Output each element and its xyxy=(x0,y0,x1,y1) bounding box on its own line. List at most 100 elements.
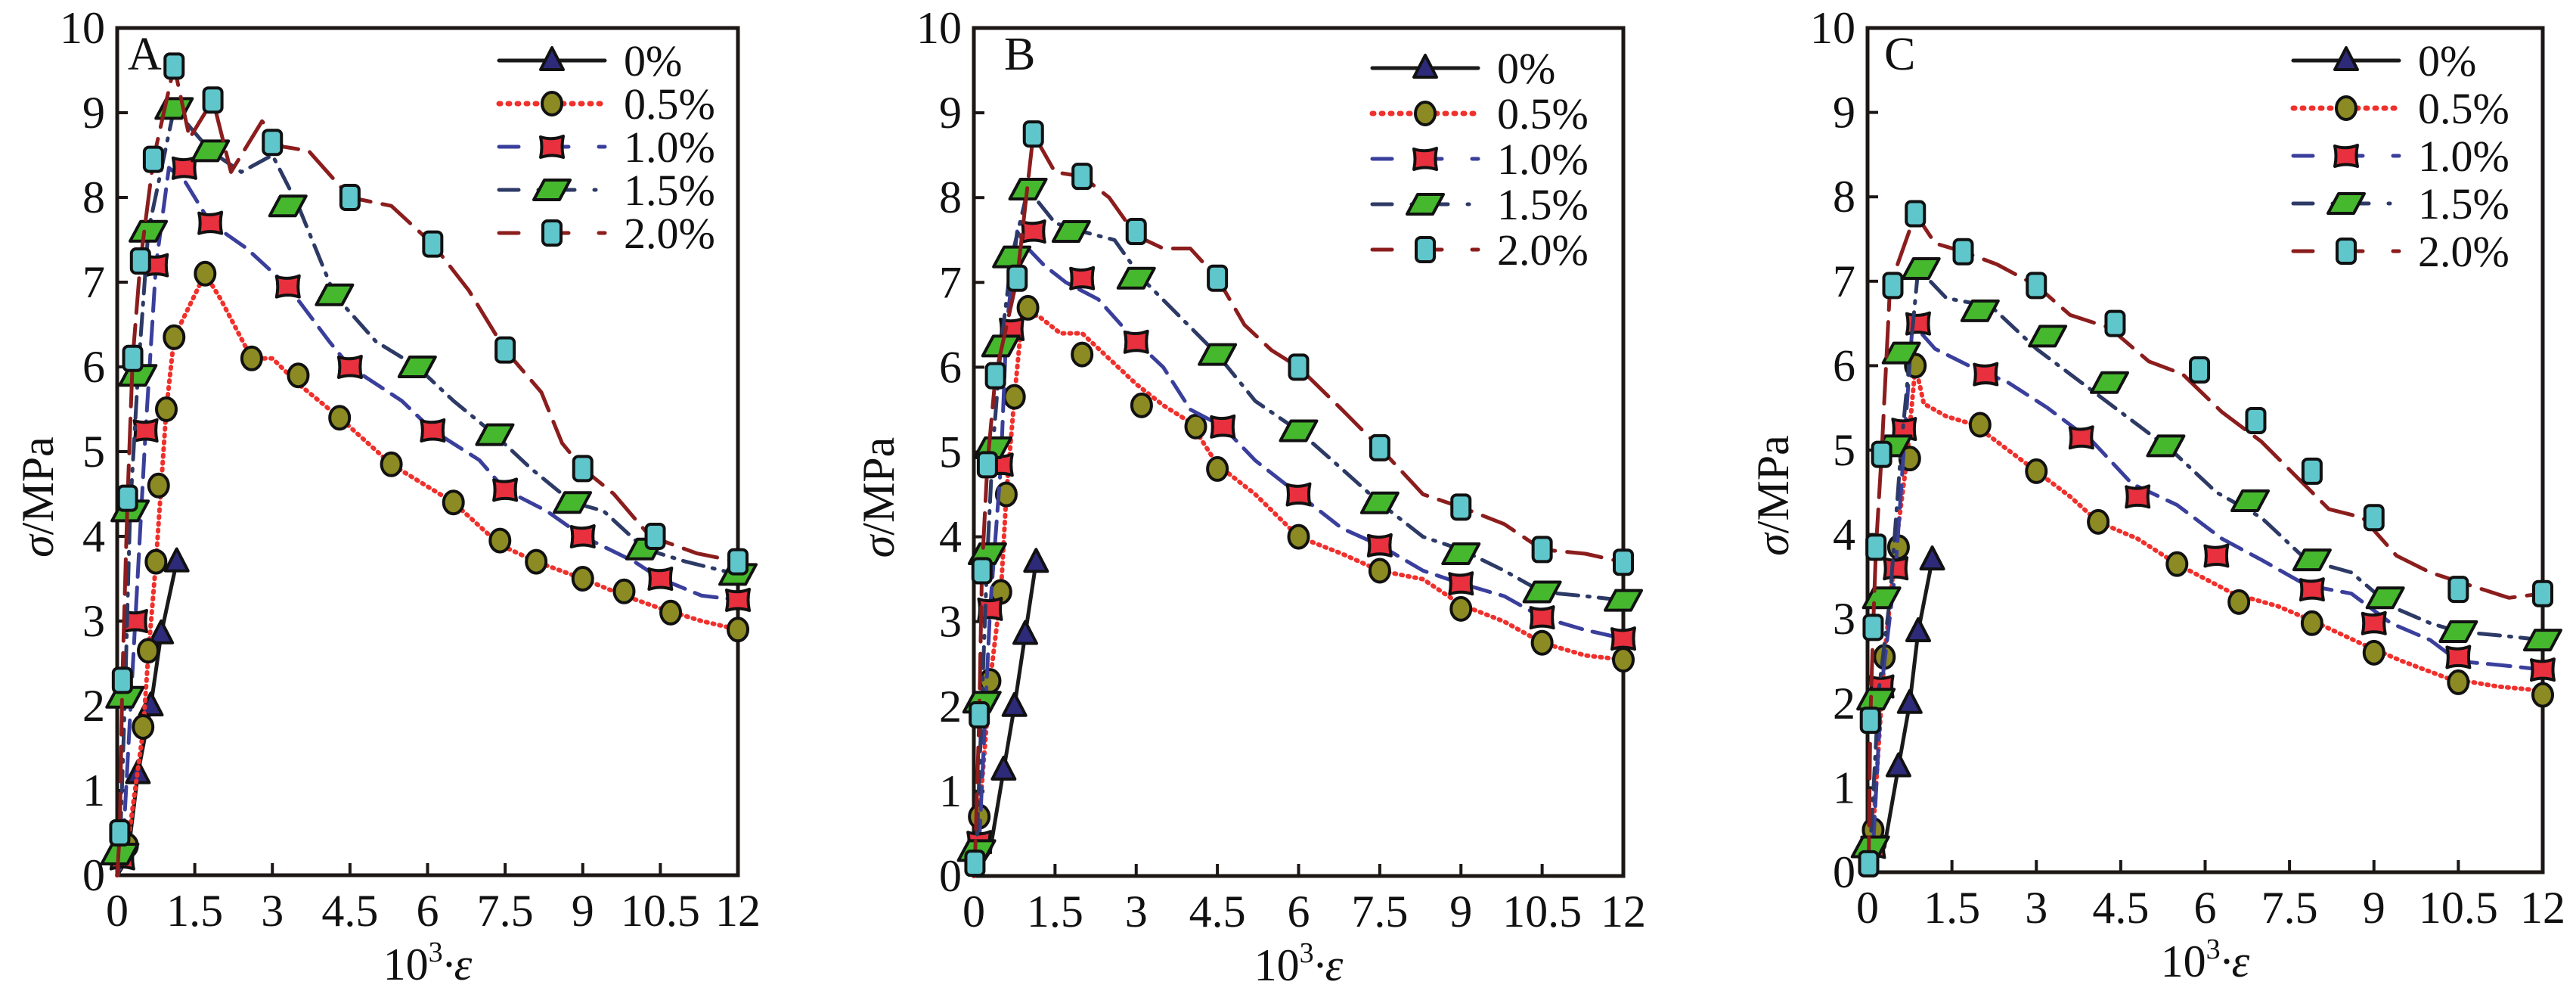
x-axis-label-base: 10 xyxy=(383,940,429,989)
legend-item: 0.5% xyxy=(1369,89,1589,138)
x-tick-label: 1.5 xyxy=(1027,887,1083,937)
data-point-rounded-square xyxy=(1882,272,1904,300)
data-point-circle xyxy=(1287,523,1310,550)
x-axis-label-rest: ·ε xyxy=(443,940,473,989)
series-line-1-5pct xyxy=(115,106,740,878)
legend-label: 2.0% xyxy=(2418,227,2509,276)
data-point-parallelogram xyxy=(2230,489,2271,512)
x-tick-label: 4.5 xyxy=(321,886,378,936)
legend-item: 2.0% xyxy=(1370,225,1589,275)
data-point-rounded-square xyxy=(1006,264,1028,292)
data-point-triangle xyxy=(990,755,1017,781)
data-point-rounded-square xyxy=(2026,272,2047,300)
data-point-square xyxy=(1285,482,1312,507)
series-line-0-5pct xyxy=(1865,363,2545,874)
x-axis-label: 103·ε xyxy=(1254,937,1344,990)
x-tick-label: 9 xyxy=(572,886,594,936)
data-point-square xyxy=(132,418,159,443)
series-line-2-0pct xyxy=(1865,212,2545,874)
data-point-circle xyxy=(1206,455,1229,482)
data-point-rounded-square xyxy=(2363,504,2385,532)
x-tick-label: 4.5 xyxy=(1189,887,1246,937)
x-tick-label: 9 xyxy=(1449,887,1472,937)
data-point-circle xyxy=(1968,412,1992,438)
data-point-rounded-square xyxy=(1613,548,1634,576)
series-group xyxy=(1850,200,2562,878)
data-point-triangle xyxy=(1919,545,1945,571)
y-tick-label: 9 xyxy=(1833,88,1855,138)
data-point-parallelogram xyxy=(1279,419,1319,443)
legend-item: 1.0% xyxy=(2291,132,2509,181)
y-tick-label: 9 xyxy=(939,88,962,138)
data-point-circle xyxy=(2300,610,2323,636)
data-point-rounded-square xyxy=(964,850,986,878)
y-tick-label: 5 xyxy=(939,427,962,477)
y-axis-label: σ/MPa xyxy=(13,436,63,558)
data-point-circle xyxy=(525,548,548,575)
data-point-square xyxy=(492,477,519,502)
data-point-square xyxy=(1123,329,1149,354)
legend-item: 1.5% xyxy=(497,166,715,215)
data-point-triangle xyxy=(1896,688,1923,714)
data-point-parallelogram xyxy=(2028,325,2068,348)
data-point-triangle xyxy=(163,547,190,573)
data-point-rounded-square xyxy=(2532,579,2553,607)
data-point-triangle xyxy=(1905,617,1931,642)
panel-label: C xyxy=(1884,29,1915,80)
data-point-rounded-square xyxy=(202,86,224,114)
series-line-1-0pct xyxy=(115,166,740,878)
data-point-rounded-square xyxy=(2189,356,2211,384)
legend-label: 0% xyxy=(2418,36,2476,85)
x-tick-label: 0 xyxy=(1856,883,1879,933)
legend-label: 0.5% xyxy=(1497,89,1589,138)
data-point-parallelogram xyxy=(1901,257,1941,281)
data-point-circle xyxy=(2165,551,2189,577)
legend-label: 2.0% xyxy=(624,209,715,258)
x-tick-label: 6 xyxy=(1288,887,1310,937)
data-point-circle xyxy=(1368,558,1391,584)
y-axis-label: σ/MPa xyxy=(854,437,904,558)
data-point-parallelogram xyxy=(2089,371,2129,394)
x-tick-label: 7.5 xyxy=(1351,887,1408,937)
data-point-square xyxy=(197,210,224,235)
data-point-circle xyxy=(1530,629,1554,656)
data-point-rounded-square xyxy=(122,344,144,372)
legend-marker-square xyxy=(539,135,565,159)
panel-b: 0 1.5 3 4.5 6 7.5 9 10.5 12012345678910103·εσ/MP… xyxy=(854,3,1646,990)
y-tick-label: 0 xyxy=(82,850,105,900)
y-axis-label: σ/MPa xyxy=(1748,435,1798,556)
data-point-circle xyxy=(1071,341,1094,368)
data-point-square xyxy=(647,567,674,591)
data-point-square xyxy=(2361,610,2387,635)
legend-item: 1.0% xyxy=(497,123,715,172)
data-point-triangle xyxy=(1023,548,1049,573)
data-point-circle xyxy=(163,324,186,350)
data-point-circle xyxy=(137,638,160,664)
data-point-circle xyxy=(2087,508,2110,535)
data-point-circle xyxy=(2531,682,2554,708)
y-tick-label: 8 xyxy=(1833,172,1855,222)
legend-item: 2.0% xyxy=(2291,227,2509,276)
data-point-square xyxy=(2299,577,2325,602)
data-point-rounded-square xyxy=(969,701,990,729)
data-point-rounded-square xyxy=(2245,406,2267,434)
data-point-rounded-square xyxy=(116,484,138,512)
y-tick-label: 4 xyxy=(1833,510,1855,560)
data-point-square xyxy=(569,524,596,548)
data-point-rounded-square xyxy=(1871,440,1892,468)
data-point-circle xyxy=(1016,294,1040,321)
data-point-circle xyxy=(380,451,403,477)
data-point-rounded-square xyxy=(1288,353,1310,381)
legend-item: 0% xyxy=(1370,44,1555,93)
data-point-square xyxy=(1905,311,1931,336)
legend-item: 1.0% xyxy=(1370,135,1589,184)
y-tick-label: 6 xyxy=(939,342,962,392)
data-point-rounded-square xyxy=(422,230,444,258)
data-point-square xyxy=(2445,645,2472,669)
legend-marker-rounded-square xyxy=(1415,236,1436,263)
y-tick-label: 7 xyxy=(939,257,962,307)
y-tick-label: 3 xyxy=(939,597,962,647)
legend-item: 0.5% xyxy=(496,79,715,129)
data-point-rounded-square xyxy=(262,129,284,157)
